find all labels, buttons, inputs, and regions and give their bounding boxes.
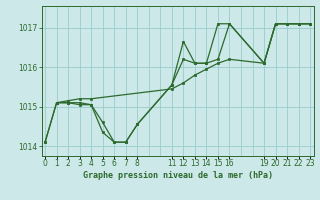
X-axis label: Graphe pression niveau de la mer (hPa): Graphe pression niveau de la mer (hPa) [83, 171, 273, 180]
